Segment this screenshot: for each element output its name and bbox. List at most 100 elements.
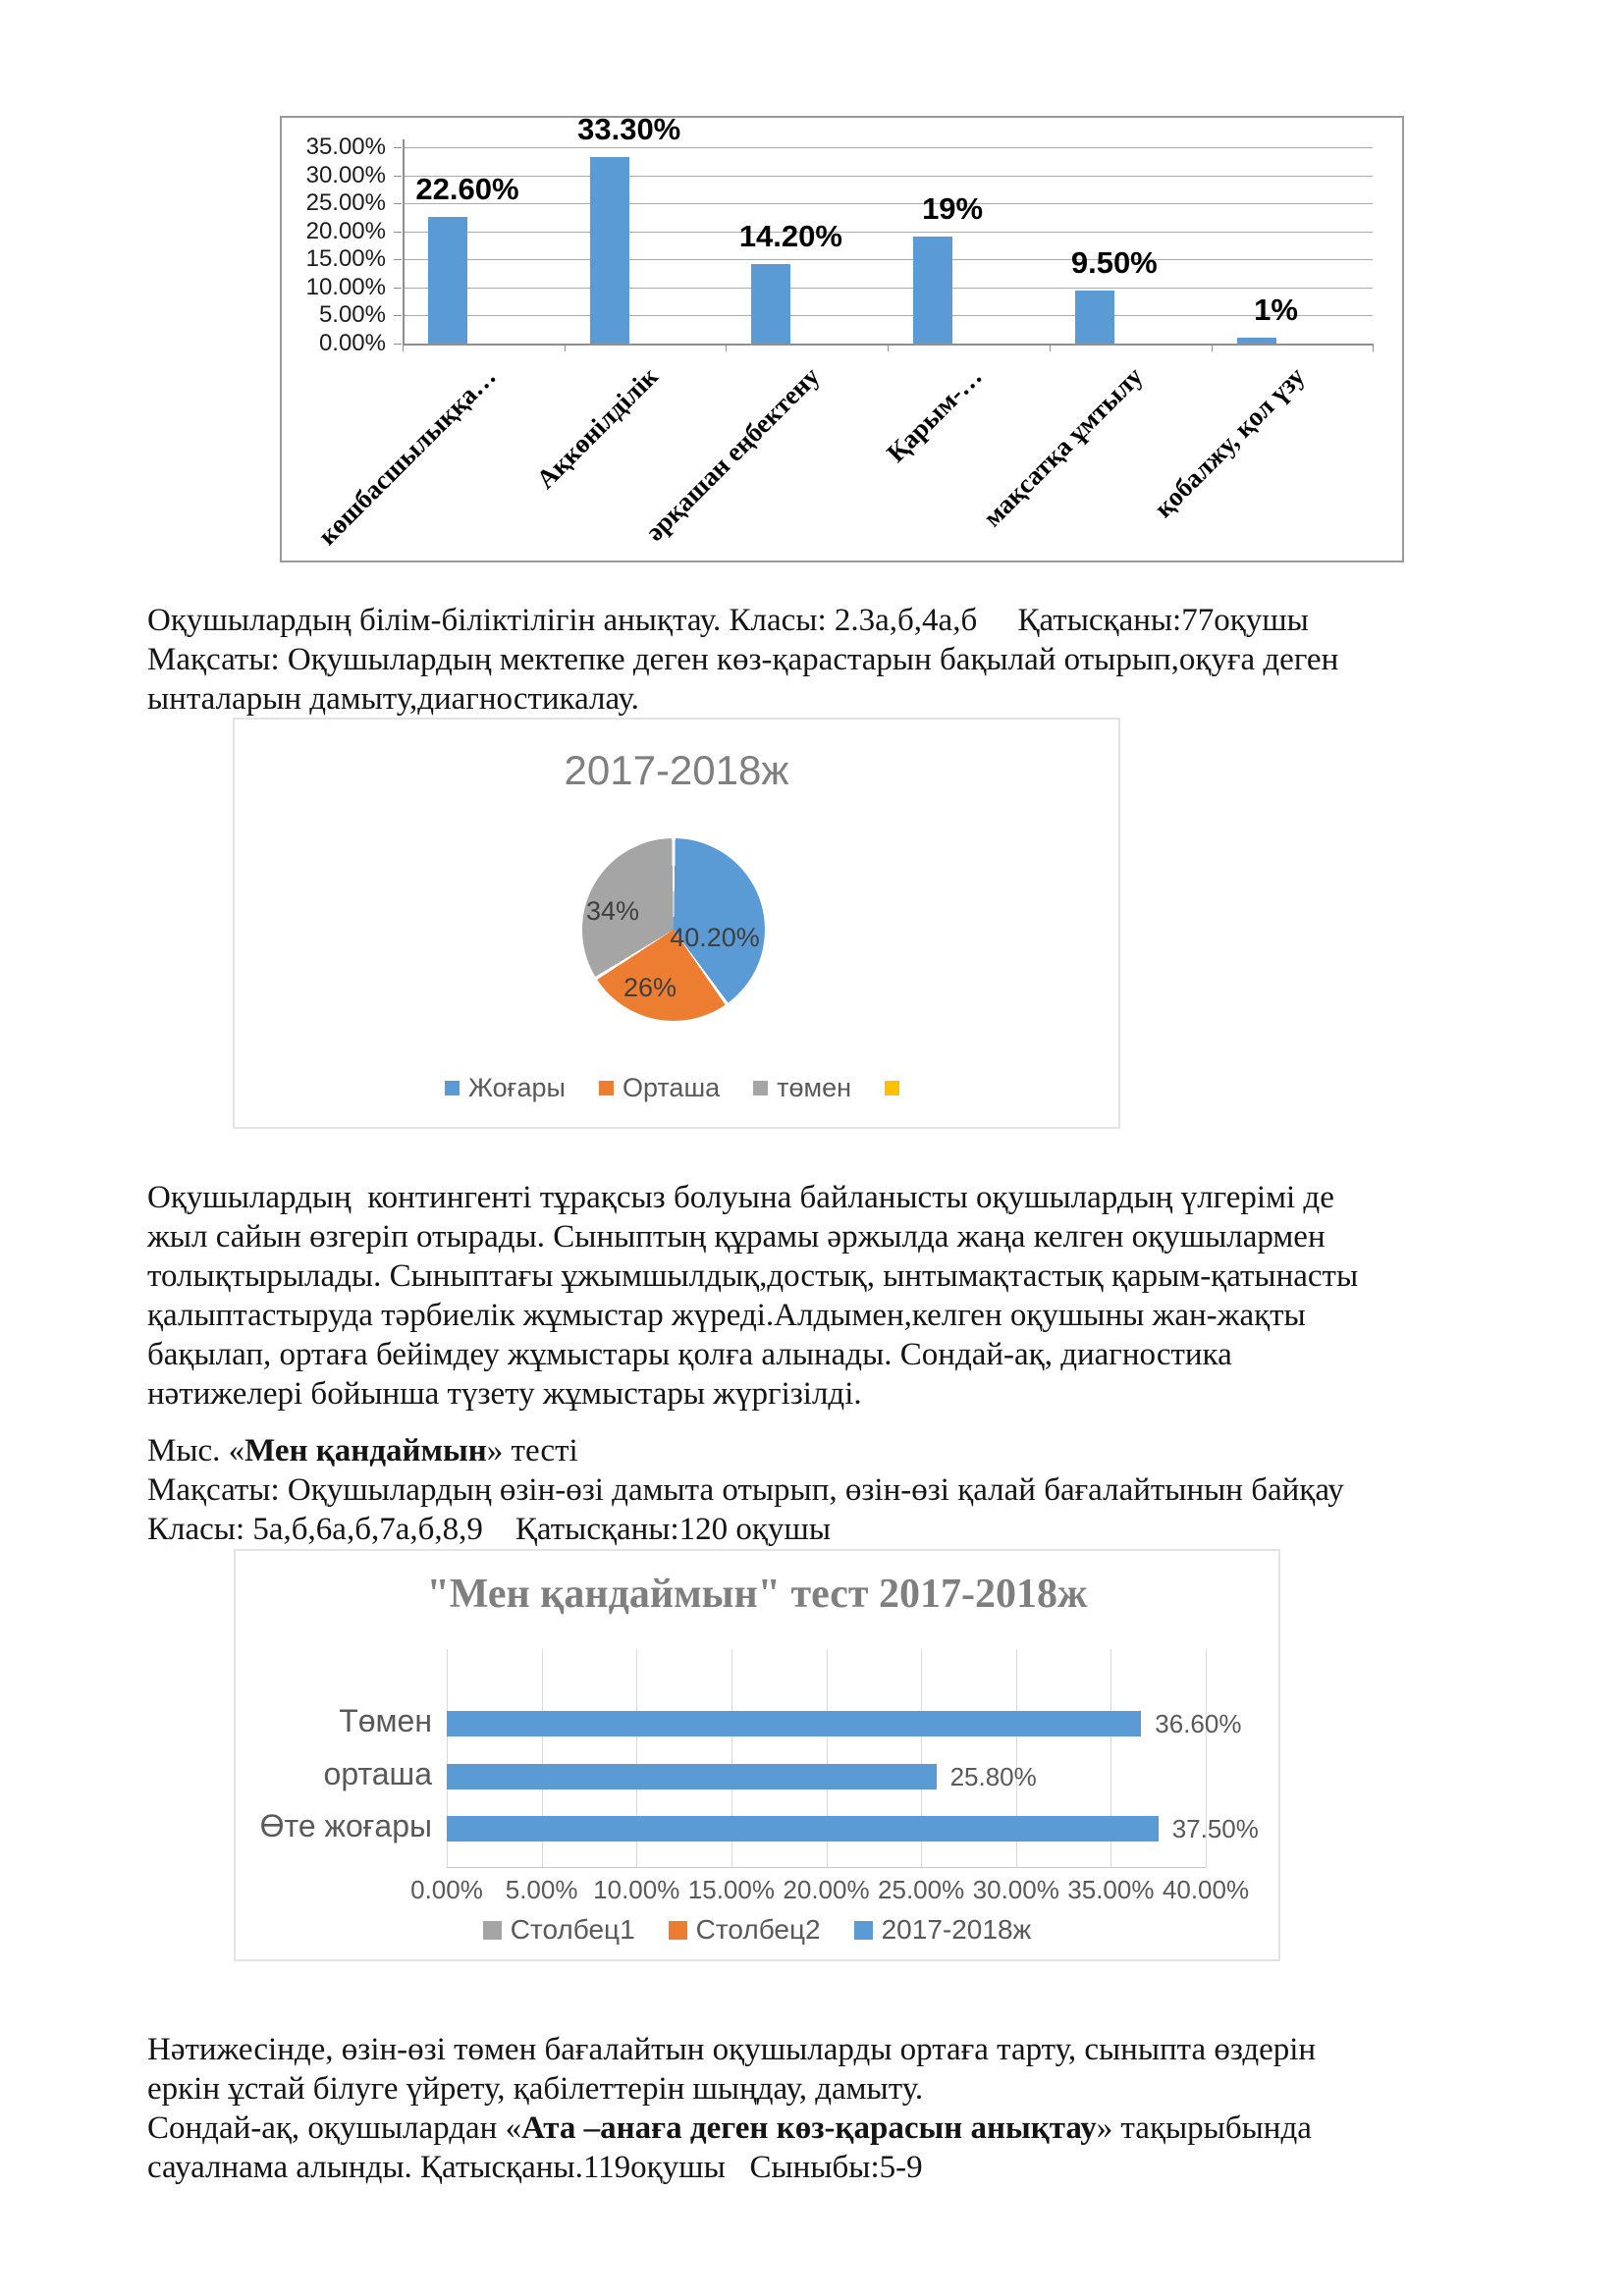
pie-slice-label: 26% xyxy=(623,973,677,1002)
paragraph-4: Нәтижесінде, өзін-өзі төмен бағалайтын о… xyxy=(147,2030,1512,2187)
text-run: Нәтижесінде, өзін-өзі төмен бағалайтын о… xyxy=(147,2032,1317,2067)
pie-chart: 2017-2018ж 40.20% 26% 34% Жоғары Орташа төмен xyxy=(233,718,1120,1129)
legend-swatch xyxy=(885,1081,899,1095)
text-line: бақылап, ортаға бейімдеу жұмыстары қолға… xyxy=(147,1335,1512,1374)
axis-tick xyxy=(888,344,890,351)
text-line: нәтижелері бойынша түзету жұмыстары жүрг… xyxy=(147,1374,1512,1414)
text-line: Оқушылардың контингенті тұрақсыз болуына… xyxy=(147,1178,1512,1217)
x-axis-tick-label: 0.00% xyxy=(410,1875,483,1904)
text-run: бақылап, ортаға бейімдеу жұмыстары қолға… xyxy=(147,1337,1232,1372)
legend-swatch xyxy=(482,1920,502,1940)
text-line: Мақсаты: Оқушылардың мектепке деген көз-… xyxy=(147,640,1512,679)
bar xyxy=(447,1816,1159,1842)
axis-tick xyxy=(564,344,566,351)
text-line: Нәтижесінде, өзін-өзі төмен бағалайтын о… xyxy=(147,2030,1512,2069)
text-line: қалыптастыруда тәрбиелік жұмыстар жүреді… xyxy=(147,1296,1512,1335)
category-label: мақсатқа ұмтылу xyxy=(977,361,1150,533)
pie-legend: Жоғары Орташа төмен xyxy=(235,1073,1118,1103)
text-run: Оқушылардың білім-біліктілігін анықтау. … xyxy=(147,603,1309,638)
gridline xyxy=(447,1649,448,1867)
bar xyxy=(1074,290,1114,344)
text-line: Класы: 5а,б,6а,б,7а,б,8,9 Қатысқаны:120 … xyxy=(147,1510,1512,1549)
legend-label: Орташа xyxy=(622,1073,721,1102)
x-axis-tick-label: 5.00% xyxy=(505,1875,578,1904)
text-line: толықтырылады. Сыныптағы ұжымшылдық,дост… xyxy=(147,1256,1512,1296)
axis-tick xyxy=(394,315,402,317)
gridline xyxy=(1110,1649,1112,1867)
y-axis-tick-label: 10.00% xyxy=(305,273,386,300)
bar xyxy=(447,1764,937,1789)
y-axis-tick-label: 0.00% xyxy=(318,330,386,356)
bar xyxy=(447,1711,1142,1736)
pie-graphic xyxy=(582,838,765,1021)
gridline xyxy=(403,231,1373,233)
text-run: Мыс. « xyxy=(147,1433,245,1468)
bar-value-label: 19% xyxy=(922,191,984,227)
legend-item: Столбец2 xyxy=(668,1914,821,1946)
bar-value-label: 33.30% xyxy=(577,111,681,146)
text-run: » тесті xyxy=(486,1433,578,1468)
axis-tick xyxy=(1373,344,1375,351)
text-line: ынталарын дамыту,диагностикалау. xyxy=(147,679,1512,719)
y-axis-tick-label: 30.00% xyxy=(305,161,386,188)
x-axis-line xyxy=(447,1867,1206,1868)
x-axis-tick-label: 35.00% xyxy=(1067,1875,1155,1904)
bar-value-label: 22.60% xyxy=(415,171,519,206)
gridline xyxy=(403,315,1373,317)
text-run: Мақсаты: Оқушылардың өзін-өзі дамыта оты… xyxy=(147,1472,1344,1508)
hbar-chart: "Мен қандаймын" тест 2017-2018ж 0.00% 5.0… xyxy=(234,1549,1280,1961)
legend-label: Столбец2 xyxy=(695,1914,821,1945)
text-run: Класы: 5а,б,6а,б,7а,б,8,9 Қатысқаны:120 … xyxy=(147,1512,832,1547)
axis-tick xyxy=(394,259,402,261)
bar-value-label: 25.80% xyxy=(949,1762,1037,1791)
gridline xyxy=(636,1649,638,1867)
category-label: Төмен xyxy=(339,1703,432,1738)
bar-value-label: 1% xyxy=(1254,293,1298,328)
gridline xyxy=(403,287,1373,289)
category-label: орташа xyxy=(323,1756,432,1791)
gridline xyxy=(1206,1649,1207,1867)
axis-tick xyxy=(394,147,402,148)
text-line: Мақсаты: Оқушылардың өзін-өзі дамыта оты… xyxy=(147,1470,1512,1510)
text-run: жыл сайын өзгеріп отырады. Сыныптың құра… xyxy=(147,1219,1326,1255)
bar-value-label: 14.20% xyxy=(738,218,842,253)
category-label: әрқашан еңбектену xyxy=(639,361,826,547)
legend-swatch xyxy=(668,1920,687,1940)
text-run: Оқушылардың контингенті тұрақсыз болуына… xyxy=(147,1180,1334,1215)
x-axis-tick-label: 40.00% xyxy=(1162,1875,1250,1904)
legend-swatch xyxy=(753,1081,769,1095)
gridline xyxy=(1015,1649,1017,1867)
y-axis-tick-label: 5.00% xyxy=(318,301,386,329)
axis-tick xyxy=(394,203,402,205)
axis-tick xyxy=(394,175,402,177)
x-axis-tick-label: 10.00% xyxy=(593,1875,680,1904)
axis-tick xyxy=(394,287,402,289)
y-axis-line xyxy=(403,139,405,344)
axis-tick xyxy=(726,344,728,351)
gridline xyxy=(541,1649,543,1867)
text-run: еркін ұстай білуге үйрету, қабілеттерін … xyxy=(147,2071,924,2107)
legend-item xyxy=(885,1081,908,1095)
text-line: Сондай-ақ, оқушылардан «Ата –анаға деген… xyxy=(147,2109,1512,2148)
pie-slice-label: 40.20% xyxy=(670,923,760,952)
text-line: еркін ұстай білуге үйрету, қабілеттерін … xyxy=(147,2069,1512,2109)
bar xyxy=(428,216,467,344)
paragraph-3: Мыс. «Мен қандаймын» тесті Мақсаты: Оқушы… xyxy=(147,1431,1512,1549)
hbar-legend: Столбец1 Столбец2 2017-2018ж xyxy=(236,1914,1278,1946)
pie-slice-label: 34% xyxy=(585,896,640,926)
gridline xyxy=(921,1649,923,1867)
text-line: Мыс. «Мен қандаймын» тесті xyxy=(147,1431,1512,1470)
legend-label: Жоғары xyxy=(468,1073,566,1102)
category-label: Қарым-… xyxy=(880,361,988,468)
y-axis-tick-label: 25.00% xyxy=(305,189,386,217)
gridline xyxy=(403,147,1373,148)
gridline xyxy=(826,1649,828,1867)
legend-item: 2017-2018ж xyxy=(853,1914,1032,1946)
axis-tick xyxy=(1211,344,1213,351)
paragraph-1: Оқушылардың білім-біліктілігін анықтау. … xyxy=(147,601,1512,719)
x-axis-line xyxy=(403,344,1373,346)
pie-chart-title: 2017-2018ж xyxy=(564,747,789,793)
text-run: сауалнама алынды. Қатысқаны.119оқушы Сын… xyxy=(147,2150,923,2185)
text-run: Ата –анаға деген көз-қарасын анықтау xyxy=(521,2110,1097,2146)
legend-label: 2017-2018ж xyxy=(881,1914,1032,1945)
